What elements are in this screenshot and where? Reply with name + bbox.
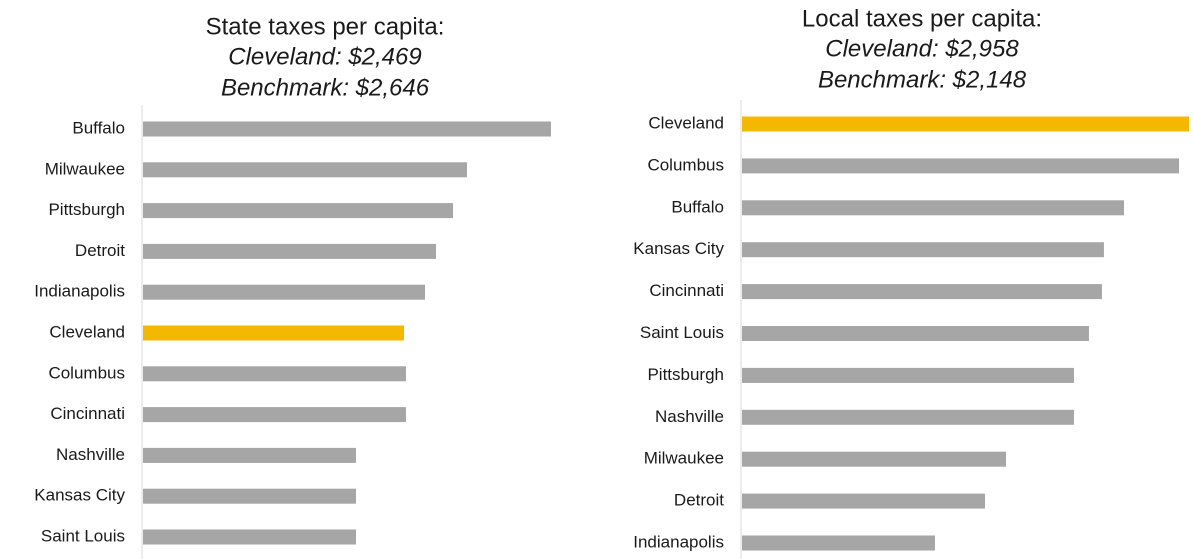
chart-title: Local taxes per capita: [802, 5, 1042, 32]
bar [742, 535, 935, 551]
category-label: Kansas City [34, 486, 125, 505]
bar [143, 366, 406, 382]
bar [143, 243, 436, 259]
bar [742, 284, 1102, 300]
bar [143, 407, 406, 423]
bar [742, 367, 1075, 383]
bar [742, 451, 1006, 467]
category-label: Milwaukee [45, 159, 125, 178]
bar [742, 242, 1104, 258]
category-label: Buffalo [72, 118, 125, 137]
category-label: Saint Louis [41, 526, 125, 545]
category-label: Columbus [647, 155, 724, 174]
category-label: Milwaukee [644, 449, 724, 468]
chart-title: State taxes per capita: [206, 13, 445, 40]
bar [742, 200, 1125, 216]
category-label: Pittsburgh [647, 365, 724, 384]
bar [143, 488, 356, 504]
category-label: Buffalo [671, 197, 724, 216]
bar [143, 162, 467, 178]
category-label: Columbus [48, 363, 125, 382]
chart-subtitle: Cleveland: $2,469 [228, 43, 421, 70]
bar [742, 116, 1189, 132]
category-label: Nashville [655, 407, 724, 426]
chart-subtitle: Benchmark: $2,148 [818, 66, 1027, 93]
bar [143, 325, 404, 341]
bar [143, 121, 551, 137]
category-label: Detroit [75, 241, 125, 260]
bar [143, 529, 356, 545]
bar [143, 447, 356, 463]
bar [742, 409, 1075, 425]
chart-subtitle: Benchmark: $2,646 [221, 74, 430, 101]
category-label: Cleveland [648, 113, 724, 132]
chart-subtitle: Cleveland: $2,958 [825, 35, 1019, 62]
bar [742, 158, 1180, 174]
bar [143, 203, 454, 219]
category-label: Cincinnati [50, 404, 125, 423]
category-label: Cleveland [49, 322, 125, 341]
category-label: Indianapolis [633, 532, 724, 551]
category-label: Saint Louis [640, 323, 724, 342]
category-label: Pittsburgh [48, 200, 125, 219]
category-label: Cincinnati [649, 281, 724, 300]
bar [742, 326, 1089, 341]
category-label: Nashville [56, 445, 125, 464]
category-label: Kansas City [633, 239, 724, 258]
category-label: Indianapolis [34, 282, 125, 301]
bar [742, 493, 985, 509]
bar [143, 284, 426, 300]
category-label: Detroit [674, 491, 724, 510]
